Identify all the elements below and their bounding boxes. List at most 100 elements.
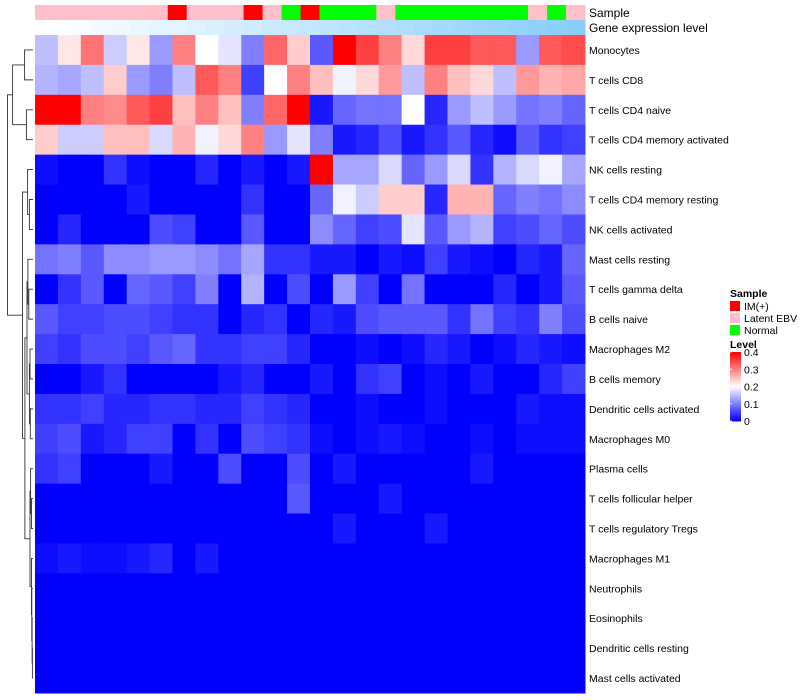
heatmap-cell: [103, 633, 128, 664]
heatmap-cell: [493, 334, 517, 365]
heatmap-cell: [149, 274, 173, 305]
heatmap-cell: [35, 513, 59, 544]
dendrogram-branch: [29, 348, 33, 380]
heatmap-cell: [264, 334, 288, 365]
heatmap-cell: [195, 633, 219, 664]
heatmap-cell: [103, 603, 128, 634]
heatmap-cell: [80, 334, 105, 365]
heatmap-cell: [562, 663, 586, 694]
row-label: Eosinophils: [589, 613, 643, 625]
heatmap-cell: [424, 35, 448, 66]
heatmap-cell: [401, 64, 426, 96]
heatmap-cell: [562, 214, 586, 245]
heatmap-cell: [332, 244, 357, 275]
heatmap-cell: [126, 513, 151, 544]
row-label: Neutrophils: [589, 583, 642, 595]
sample-legend-swatch: [730, 325, 740, 335]
level-colorbar-segment: [730, 402, 741, 405]
level-colorbar-segment: [730, 372, 741, 375]
heatmap-cell: [195, 94, 219, 126]
heatmap-cell: [149, 64, 173, 96]
sample-annotation-cell: [395, 5, 415, 20]
heatmap-cell: [562, 334, 586, 365]
heatmap-cell: [103, 543, 128, 574]
heatmap-cell: [355, 334, 380, 365]
heatmap-cell: [447, 124, 471, 156]
heatmap-cell: [493, 633, 517, 664]
heatmap-cell: [562, 603, 586, 634]
heatmap-cell: [401, 603, 426, 634]
heatmap-cell: [378, 633, 403, 664]
row-label: T cells CD4 naive: [589, 105, 671, 117]
heatmap-cell: [126, 244, 151, 275]
heatmap-cell: [562, 154, 586, 186]
gene-expression-annotation-cell: [433, 20, 453, 35]
heatmap-cell: [424, 184, 448, 215]
heatmap-cell: [126, 124, 151, 156]
sample-annotation-cell: [433, 5, 453, 20]
heatmap-cell: [470, 453, 494, 485]
sample-annotation-cell: [490, 5, 510, 20]
level-colorbar-segment: [730, 367, 741, 370]
level-tick-label: 0.4: [744, 347, 759, 359]
heatmap-cell: [424, 543, 448, 574]
level-colorbar-segment: [730, 417, 741, 420]
heatmap-cell: [241, 154, 265, 186]
heatmap-cell: [424, 124, 448, 156]
heatmap-cell: [264, 513, 288, 544]
heatmap-cell: [287, 94, 311, 126]
heatmap-cell: [149, 154, 173, 186]
heatmap-cell: [516, 184, 540, 215]
heatmap-cell: [355, 513, 380, 544]
heatmap-cell: [516, 334, 540, 365]
heatmap-cell: [35, 573, 59, 604]
heatmap-cell: [401, 94, 426, 126]
heatmap-cell: [562, 124, 586, 156]
heatmap-cell: [172, 513, 196, 544]
heatmap-cell: [424, 603, 448, 634]
heatmap-cell: [332, 274, 357, 305]
sample-annotation-cell: [281, 5, 302, 20]
heatmap-cell: [447, 423, 471, 455]
heatmap-cell: [401, 453, 426, 485]
heatmap-cell: [310, 214, 334, 245]
heatmap-cell: [355, 663, 380, 694]
heatmap-cell: [516, 663, 540, 694]
heatmap-cell: [172, 184, 196, 215]
sample-legend-label: Latent EBV: [744, 313, 797, 325]
heatmap-cell: [493, 543, 517, 574]
heatmap-cell: [264, 184, 288, 215]
heatmap-cell: [195, 214, 219, 245]
heatmap-cell: [447, 543, 471, 574]
heatmap-cell: [447, 214, 471, 245]
heatmap-cell: [172, 214, 196, 245]
heatmap-cell: [539, 663, 563, 694]
heatmap-cell: [287, 603, 311, 634]
heatmap-cell: [195, 573, 219, 604]
sample-annotation-cell: [471, 5, 491, 20]
heatmap-cell: [493, 64, 517, 96]
sample-annotation-cell: [509, 5, 529, 20]
heatmap-cell: [516, 483, 540, 515]
heatmap-cell: [80, 304, 105, 335]
heatmap-cell: [264, 633, 288, 664]
level-colorbar-segment: [730, 393, 741, 396]
row-label: Macrophages M0: [589, 434, 670, 446]
heatmap-cell: [539, 244, 563, 275]
heatmap-cell: [241, 603, 265, 634]
heatmap-cell: [332, 633, 357, 664]
row-label: T cells follicular helper: [589, 494, 693, 506]
heatmap-cell: [332, 35, 357, 66]
heatmap-cell: [424, 334, 448, 365]
heatmap-cell: [378, 304, 403, 335]
heatmap-cell: [562, 274, 586, 305]
level-colorbar-segment: [730, 365, 741, 369]
level-colorbar-segment: [730, 396, 741, 400]
sample-annotation-cell: [110, 5, 131, 20]
heatmap-cell: [103, 35, 128, 66]
sample-track-label: Sample: [589, 6, 630, 20]
level-tick-label: 0.1: [744, 399, 759, 411]
sample-annotation-cell: [300, 5, 320, 20]
heatmap-cell: [401, 184, 426, 215]
heatmap-cell: [149, 364, 173, 395]
